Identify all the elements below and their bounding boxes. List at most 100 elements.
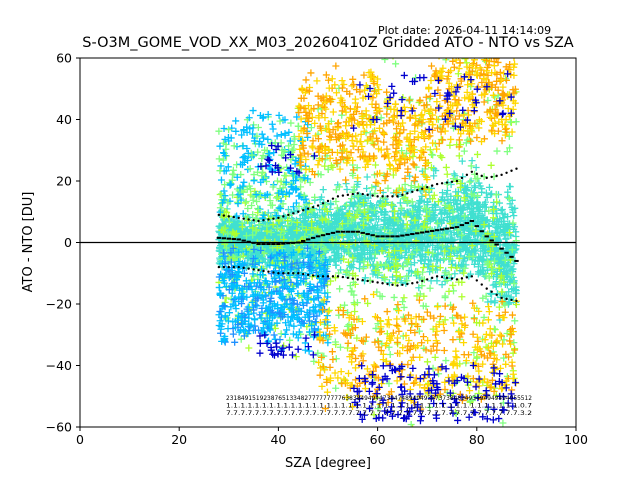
data-point <box>230 243 238 251</box>
data-point <box>308 224 316 232</box>
data-point <box>258 168 266 176</box>
data-point <box>424 201 432 209</box>
data-point <box>433 255 441 263</box>
data-point <box>452 58 460 64</box>
data-point <box>390 259 398 267</box>
data-point <box>328 148 336 156</box>
data-point <box>439 189 447 197</box>
data-point <box>491 299 499 307</box>
data-point <box>216 289 224 297</box>
data-point <box>492 191 500 199</box>
data-point <box>242 277 250 285</box>
data-point <box>510 71 518 79</box>
data-point <box>392 133 400 141</box>
data-point <box>426 403 434 411</box>
data-point <box>346 282 354 290</box>
data-point <box>406 130 414 138</box>
data-point <box>461 182 469 190</box>
data-point <box>455 152 463 160</box>
data-point <box>491 50 498 57</box>
data-point <box>464 43 471 50</box>
data-point <box>432 67 440 75</box>
data-point <box>233 173 241 181</box>
data-point <box>468 61 476 69</box>
data-point <box>282 300 290 308</box>
data-point <box>386 350 394 358</box>
data-point <box>390 112 398 120</box>
data-point <box>491 50 498 57</box>
data-point <box>407 268 415 276</box>
data-point <box>411 173 419 181</box>
data-point <box>216 167 224 175</box>
data-point <box>246 125 254 133</box>
data-point <box>466 122 474 130</box>
data-point <box>310 104 318 112</box>
data-point <box>301 292 309 300</box>
data-point <box>318 209 326 217</box>
data-point <box>398 147 406 155</box>
data-point <box>427 214 435 222</box>
data-point <box>466 136 474 144</box>
data-point <box>477 247 485 255</box>
data-point <box>420 130 428 138</box>
data-point <box>293 113 301 121</box>
data-point <box>510 280 518 288</box>
data-point <box>427 76 435 84</box>
data-point <box>411 183 419 191</box>
data-point <box>245 114 253 122</box>
data-point <box>501 125 509 133</box>
data-point <box>266 316 274 324</box>
data-point <box>460 147 468 155</box>
plot-date: Plot date: 2026-04-11 14:14:09 <box>378 24 552 37</box>
data-point <box>478 78 486 86</box>
data-point <box>266 326 274 334</box>
data-point <box>391 214 399 222</box>
data-point <box>305 87 313 95</box>
data-point <box>485 20 492 27</box>
data-point <box>419 116 427 124</box>
data-point <box>430 191 438 199</box>
data-point <box>224 133 232 141</box>
data-point <box>238 131 246 139</box>
data-point <box>308 113 316 121</box>
data-point <box>454 100 462 108</box>
data-point <box>464 372 472 380</box>
data-point <box>238 223 246 231</box>
data-point <box>431 353 439 361</box>
data-point <box>290 322 298 330</box>
data-point <box>442 48 449 55</box>
data-point <box>494 225 502 233</box>
data-point <box>303 129 311 137</box>
data-point <box>508 128 516 136</box>
data-point <box>398 204 406 212</box>
data-point <box>269 183 277 191</box>
data-point <box>346 262 354 270</box>
data-point <box>358 112 366 120</box>
data-point <box>500 336 508 344</box>
data-point <box>288 263 296 271</box>
data-point <box>312 226 320 234</box>
data-point <box>216 208 224 216</box>
data-point <box>448 260 456 268</box>
data-point <box>429 151 437 159</box>
data-point <box>512 228 520 236</box>
data-point <box>401 108 409 116</box>
data-point <box>504 92 512 100</box>
data-point <box>447 67 455 75</box>
data-point <box>259 176 267 184</box>
data-point <box>396 138 404 146</box>
data-point <box>249 130 257 138</box>
data-point <box>405 255 413 263</box>
data-point <box>331 81 339 89</box>
data-point <box>306 317 314 325</box>
data-point <box>353 164 361 172</box>
data-point <box>417 257 425 265</box>
data-point <box>436 264 444 272</box>
data-point <box>375 240 383 248</box>
data-point <box>217 162 225 170</box>
data-point <box>327 162 335 170</box>
data-point <box>450 92 458 100</box>
data-point <box>254 209 262 217</box>
data-point <box>441 201 449 209</box>
data-point <box>278 263 286 271</box>
